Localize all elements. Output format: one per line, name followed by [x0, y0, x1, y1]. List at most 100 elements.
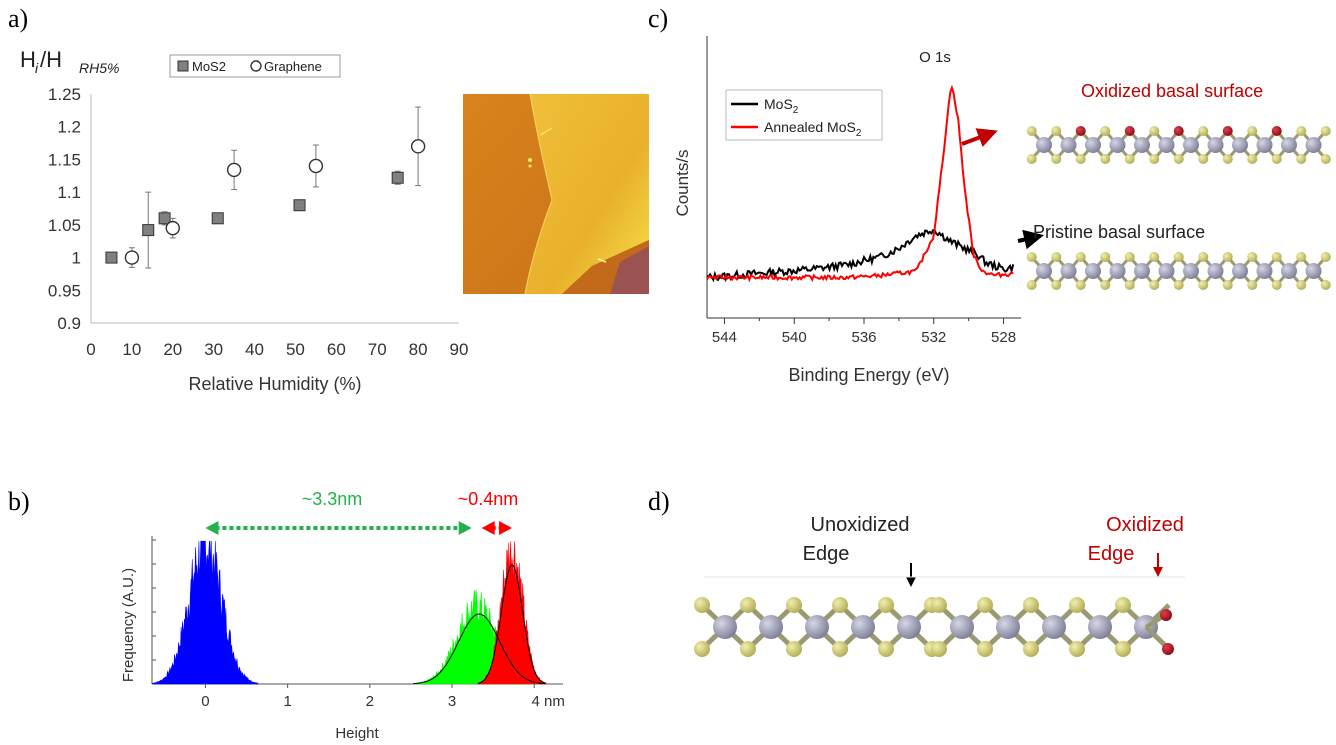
molybdenum-atom: [1232, 137, 1248, 153]
annotation-b-green: ~3.3nm: [302, 489, 363, 509]
sulfur-atom: [1075, 252, 1086, 262]
fit-curve-1: [477, 564, 547, 684]
sulfur-atom: [694, 641, 710, 657]
x-tick-b: 2: [366, 693, 374, 710]
molybdenum-atom: [1036, 263, 1052, 279]
arrow-pristine: [1017, 229, 1044, 250]
y-tick-a: 1: [72, 249, 81, 268]
x-tick-c: 528: [991, 329, 1016, 346]
x-tick-a: 20: [163, 340, 182, 359]
xps-series-1: [706, 84, 1014, 283]
sulfur-atom: [786, 641, 802, 657]
molybdenum-atom: [1036, 137, 1052, 153]
label-oxidized-edge-2: Edge: [1088, 543, 1135, 565]
panel-d: Unoxidized Edge Oxidized Edge: [694, 514, 1185, 657]
sulfur-atom: [1296, 280, 1307, 290]
label-oxidized-basal: Oxidized basal surface: [1081, 81, 1263, 101]
sulfur-atom: [1075, 280, 1086, 290]
sulfur-atom: [1069, 597, 1085, 613]
sulfur-atom: [1296, 154, 1307, 164]
sulfur-atom: [1100, 154, 1111, 164]
point-graphene: [308, 158, 324, 174]
sulfur-atom: [1051, 280, 1062, 290]
sulfur-atom: [1149, 252, 1160, 262]
sulfur-atom: [1271, 280, 1282, 290]
annotation-arrowhead-right-0: [458, 521, 472, 535]
point-graphene: [165, 220, 180, 236]
x-tick-a: 70: [368, 340, 387, 359]
molybdenum-atom: [897, 615, 921, 639]
legend-marker-graphene: [250, 60, 262, 72]
sulfur-atom: [1198, 126, 1209, 136]
sulfur-atom: [1320, 280, 1331, 290]
molybdenum-atom: [1158, 137, 1175, 153]
legend-label-mos2: MoS2: [192, 59, 226, 74]
sulfur-atom: [931, 597, 947, 613]
sulfur-atom: [1069, 641, 1085, 657]
sulfur-atom: [931, 641, 947, 657]
annotation-arrowhead-left-1: [481, 521, 495, 535]
oxygen-atom: [1222, 126, 1233, 136]
sulfur-atom: [1149, 126, 1160, 136]
molybdenum-atom: [1207, 137, 1224, 153]
molybdenum-atom: [1183, 263, 1199, 279]
sulfur-atom: [786, 597, 802, 613]
xlabel-c: Binding Energy (eV): [788, 365, 949, 385]
sulfur-atom: [1320, 126, 1331, 136]
x-tick-a: 40: [245, 340, 264, 359]
x-tick-a: 60: [327, 340, 346, 359]
sulfur-atom: [1149, 154, 1160, 164]
sulfur-atom: [878, 641, 894, 657]
molybdenum-atom: [1305, 263, 1322, 279]
sulfur-atom: [1271, 154, 1282, 164]
legend-a: MoS2 Graphene: [169, 54, 341, 78]
label-unoxidized-edge-2: Edge: [803, 543, 850, 565]
sulfur-atom: [1296, 252, 1307, 262]
sulfur-atom: [1173, 280, 1184, 290]
legend-c-mos2: MoS2: [764, 96, 799, 116]
sulfur-atom: [740, 597, 756, 613]
xps-series-0: [706, 229, 1015, 283]
axes-c: 544 540 536 532 528: [706, 36, 1021, 346]
sulfur-atom: [1124, 252, 1135, 262]
x-tick-a: 0: [86, 340, 95, 359]
sulfur-atom: [1247, 154, 1258, 164]
y-tick-a: 1.15: [48, 150, 81, 169]
sulfur-atom: [694, 597, 710, 613]
panel-a: H i /H RH5% MoS2 Graphene 0.9 0.95 1 1.05 1.…: [20, 47, 649, 394]
sulfur-atom: [1271, 252, 1282, 262]
y-tick-a: 1.25: [48, 85, 81, 104]
x-tick-b: 0: [201, 693, 209, 710]
molybdenum-atom: [1085, 263, 1101, 279]
sulfur-atom: [1198, 280, 1209, 290]
sulfur-atom: [1023, 641, 1039, 657]
x-tick-a: 80: [409, 340, 428, 359]
sulfur-atom: [1222, 154, 1233, 164]
y-tick-a: 1.05: [48, 216, 81, 235]
sulfur-atom: [832, 597, 848, 613]
sulfur-atom: [1026, 126, 1037, 136]
sulfur-atom: [1173, 252, 1184, 262]
sulfur-atom: [1115, 641, 1131, 657]
sulfur-atom: [1075, 154, 1086, 164]
molybdenum-atom: [996, 615, 1020, 639]
molybdenum-atom: [1158, 263, 1175, 279]
sulfur-atom: [1124, 280, 1135, 290]
oxygen-atom: [1271, 126, 1282, 136]
point-mos2: [391, 171, 404, 184]
panel-label-d: d): [648, 487, 670, 516]
sulfur-atom: [1124, 154, 1135, 164]
sulfur-atom: [1222, 280, 1233, 290]
marks-a: [105, 106, 426, 269]
sulfur-atom: [1051, 252, 1062, 262]
marks-c: [706, 84, 1015, 283]
point-graphene: [124, 250, 140, 265]
molybdenum-atom: [950, 615, 974, 639]
sulfur-atom: [1026, 252, 1037, 262]
sulfur-atom: [740, 641, 756, 657]
sulfur-atom: [878, 597, 894, 613]
point-mos2: [142, 224, 155, 237]
sulfur-atom: [1198, 154, 1209, 164]
oxygen-atom: [1124, 126, 1135, 136]
